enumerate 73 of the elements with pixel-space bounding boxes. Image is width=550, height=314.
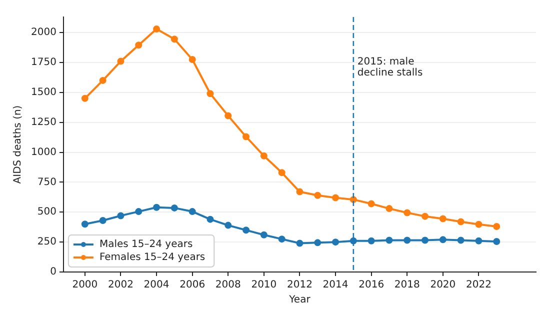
y-tick-label: 750 [37, 176, 56, 188]
point [457, 218, 464, 226]
x-tick-label: 2016 [358, 280, 384, 291]
point [260, 231, 268, 238]
y-tick-label: 1500 [30, 87, 56, 98]
point [135, 208, 142, 216]
x-tick-label: 2004 [144, 280, 170, 291]
point [332, 238, 340, 246]
point [457, 236, 464, 244]
y-tick-label: 1000 [30, 146, 56, 158]
point [404, 209, 411, 216]
point [117, 58, 124, 65]
x-tick-label: 2010 [251, 280, 277, 291]
y-tick-label: 2000 [30, 27, 56, 38]
point [475, 237, 482, 244]
x-tick-label: 2022 [466, 280, 492, 291]
ref-line-label: 2015: male decline stalls [357, 56, 423, 79]
point [422, 236, 429, 244]
point [386, 205, 393, 212]
point [170, 204, 178, 212]
point [224, 112, 232, 120]
point [188, 56, 196, 63]
point [81, 220, 88, 228]
point [278, 169, 286, 176]
point [350, 237, 357, 244]
point [170, 36, 178, 43]
point [439, 236, 446, 244]
x-tick-label: 2000 [72, 280, 98, 291]
point [224, 222, 232, 229]
legend-label: Females 15–24 years [99, 252, 206, 264]
x-tick-label: 2008 [215, 280, 241, 291]
point [314, 239, 322, 246]
x-tick-label: 2006 [180, 280, 206, 291]
point [314, 192, 322, 199]
point [260, 152, 268, 160]
x-tick-label: 2014 [322, 280, 348, 291]
point [99, 217, 106, 224]
point [368, 200, 375, 208]
point [153, 25, 160, 32]
y-tick-label: 1250 [30, 116, 56, 128]
point [475, 220, 482, 228]
point [404, 236, 411, 244]
x-axis-title: Year [288, 294, 312, 306]
y-axis-title: AIDS deaths (n) [12, 105, 24, 184]
x-tick-label: 2018 [394, 280, 420, 291]
point [242, 226, 250, 234]
point [296, 188, 304, 196]
x-tick-label: 2020 [430, 280, 456, 291]
point [206, 216, 214, 223]
point [135, 42, 142, 49]
x-tick-label: 2012 [287, 280, 312, 291]
point [206, 90, 214, 98]
y-tick-label: 500 [37, 206, 56, 218]
point [278, 236, 286, 243]
point [493, 223, 500, 230]
legend-label: Males 15–24 years [99, 239, 193, 250]
y-tick-label: 0 [50, 266, 56, 278]
point [296, 240, 304, 247]
point [242, 133, 250, 140]
point [422, 212, 429, 220]
point [386, 236, 393, 244]
y-tick-label: 1750 [30, 57, 56, 68]
y-tick-label: 250 [37, 236, 56, 248]
point [188, 208, 196, 216]
point [332, 194, 340, 202]
point [493, 238, 500, 245]
point [81, 94, 88, 102]
point [117, 212, 124, 220]
point [439, 215, 446, 222]
point [99, 76, 106, 84]
x-tick-label: 2002 [108, 280, 134, 291]
point [153, 204, 160, 211]
point [368, 237, 375, 244]
